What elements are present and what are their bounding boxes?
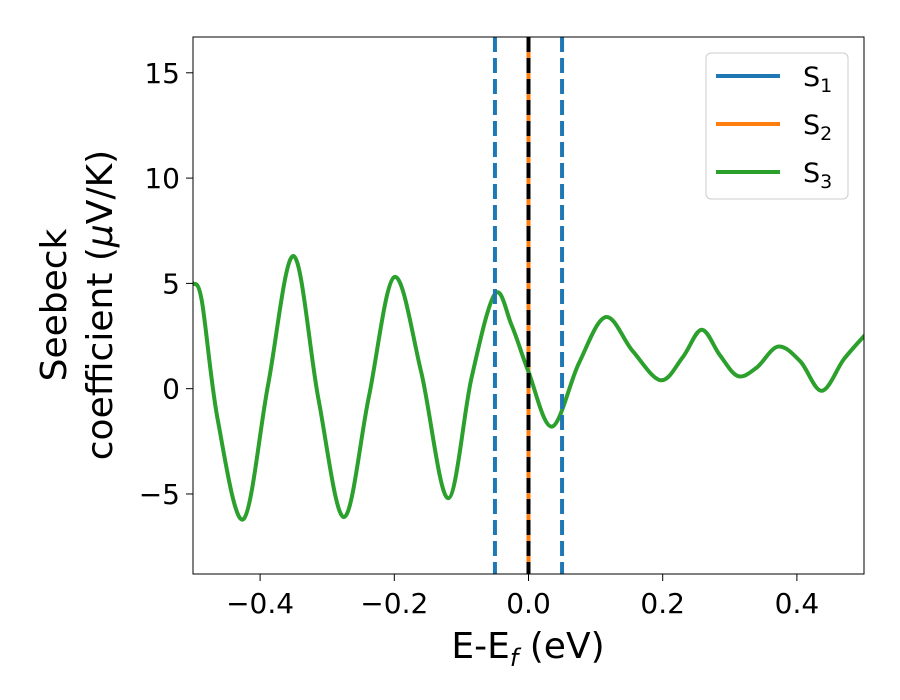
- y-axis-label-line1: Seebeck: [34, 228, 75, 381]
- y-tick-label: −5: [139, 478, 180, 511]
- x-tick-label: 0.0: [506, 587, 551, 620]
- legend-label-s1: S: [803, 62, 820, 93]
- svg-text:S1: S1: [803, 62, 832, 97]
- y-tick-label: 5: [162, 267, 180, 300]
- legend: S1 S2 S3: [705, 52, 849, 200]
- x-tick-label: 0.4: [775, 587, 820, 620]
- x-tick-label: 0.2: [640, 587, 685, 620]
- svg-text:S3: S3: [803, 158, 832, 193]
- x-axis-ticks: −0.4 −0.2 0.0 0.2 0.4: [226, 574, 819, 620]
- y-tick-label: 10: [144, 162, 180, 195]
- x-tick-label: −0.2: [360, 587, 428, 620]
- y-tick-label: 0: [162, 373, 180, 406]
- svg-text:S2: S2: [803, 110, 832, 145]
- y-axis-ticks: −5 0 5 10 15: [139, 57, 193, 511]
- y-tick-label: 15: [144, 57, 180, 90]
- legend-entry-s3: S3: [716, 158, 832, 193]
- y-axis-label: Seebeck coefficient (μV/K): [34, 150, 121, 460]
- vline-layer: [492, 37, 565, 574]
- x-tick-label: −0.4: [226, 587, 294, 620]
- y-axis-label-line2: coefficient (μV/K): [80, 150, 121, 460]
- x-axis-label: E-Ef (eV): [451, 626, 604, 672]
- legend-entry-s2: S2: [716, 110, 832, 145]
- legend-entry-s1: S1: [716, 62, 832, 97]
- legend-label-s2: S: [803, 110, 820, 141]
- legend-label-s3: S: [803, 158, 820, 189]
